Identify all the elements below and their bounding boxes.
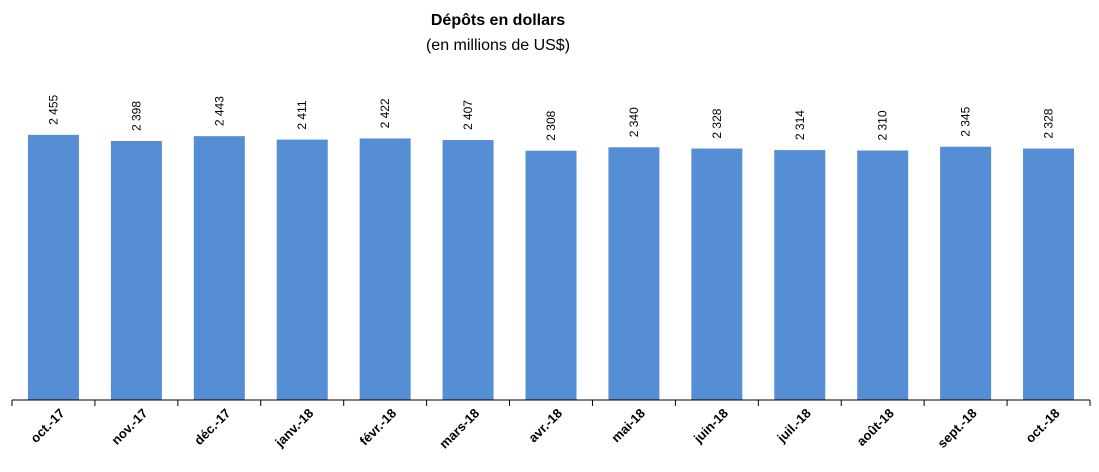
x-tick-label: juin-18 [690, 406, 731, 447]
bar [691, 148, 743, 400]
value-label: 2 398 [129, 101, 143, 131]
value-label: 2 314 [793, 110, 807, 140]
value-label: 2 328 [710, 108, 724, 138]
value-label: 2 310 [876, 110, 890, 140]
x-tick-label: août-18 [854, 406, 897, 449]
x-tick-label: oct.-18 [1022, 406, 1062, 446]
x-tick-label: juil.-18 [773, 406, 813, 446]
value-label: 2 411 [295, 100, 309, 129]
bar [359, 138, 411, 400]
bar [774, 150, 826, 400]
bar [608, 147, 660, 400]
bar [857, 150, 909, 400]
x-tick-label: avr.-18 [525, 406, 565, 446]
bar [193, 136, 245, 400]
bar [940, 146, 992, 400]
x-tick-label: janv.-18 [271, 406, 316, 451]
value-label: 2 308 [544, 110, 558, 140]
value-label: 2 455 [46, 95, 60, 125]
x-tick-label: mars-18 [436, 406, 482, 452]
value-label: 2 422 [378, 98, 392, 128]
x-tick-label: nov.-17 [108, 406, 150, 448]
chart-subtitle: (en millions de US$) [426, 37, 570, 54]
value-label: 2 328 [1042, 108, 1056, 138]
bar [525, 150, 577, 400]
bar [27, 134, 79, 401]
x-tick-label: déc.-17 [191, 406, 233, 448]
value-label: 2 340 [627, 107, 641, 137]
value-label: 2 443 [212, 96, 226, 126]
x-tick-label: sept.-18 [934, 406, 979, 451]
x-tick-label: oct.-17 [27, 406, 67, 446]
value-label: 2 345 [959, 106, 973, 136]
bar [442, 140, 494, 400]
value-label: 2 407 [461, 100, 475, 130]
x-tick-label: févr.-18 [356, 406, 399, 449]
bar [110, 141, 162, 401]
bar [276, 139, 328, 400]
x-tick-label: mai-18 [608, 406, 648, 446]
bar [1023, 148, 1075, 400]
chart-title: Dépôts en dollars [431, 12, 565, 29]
